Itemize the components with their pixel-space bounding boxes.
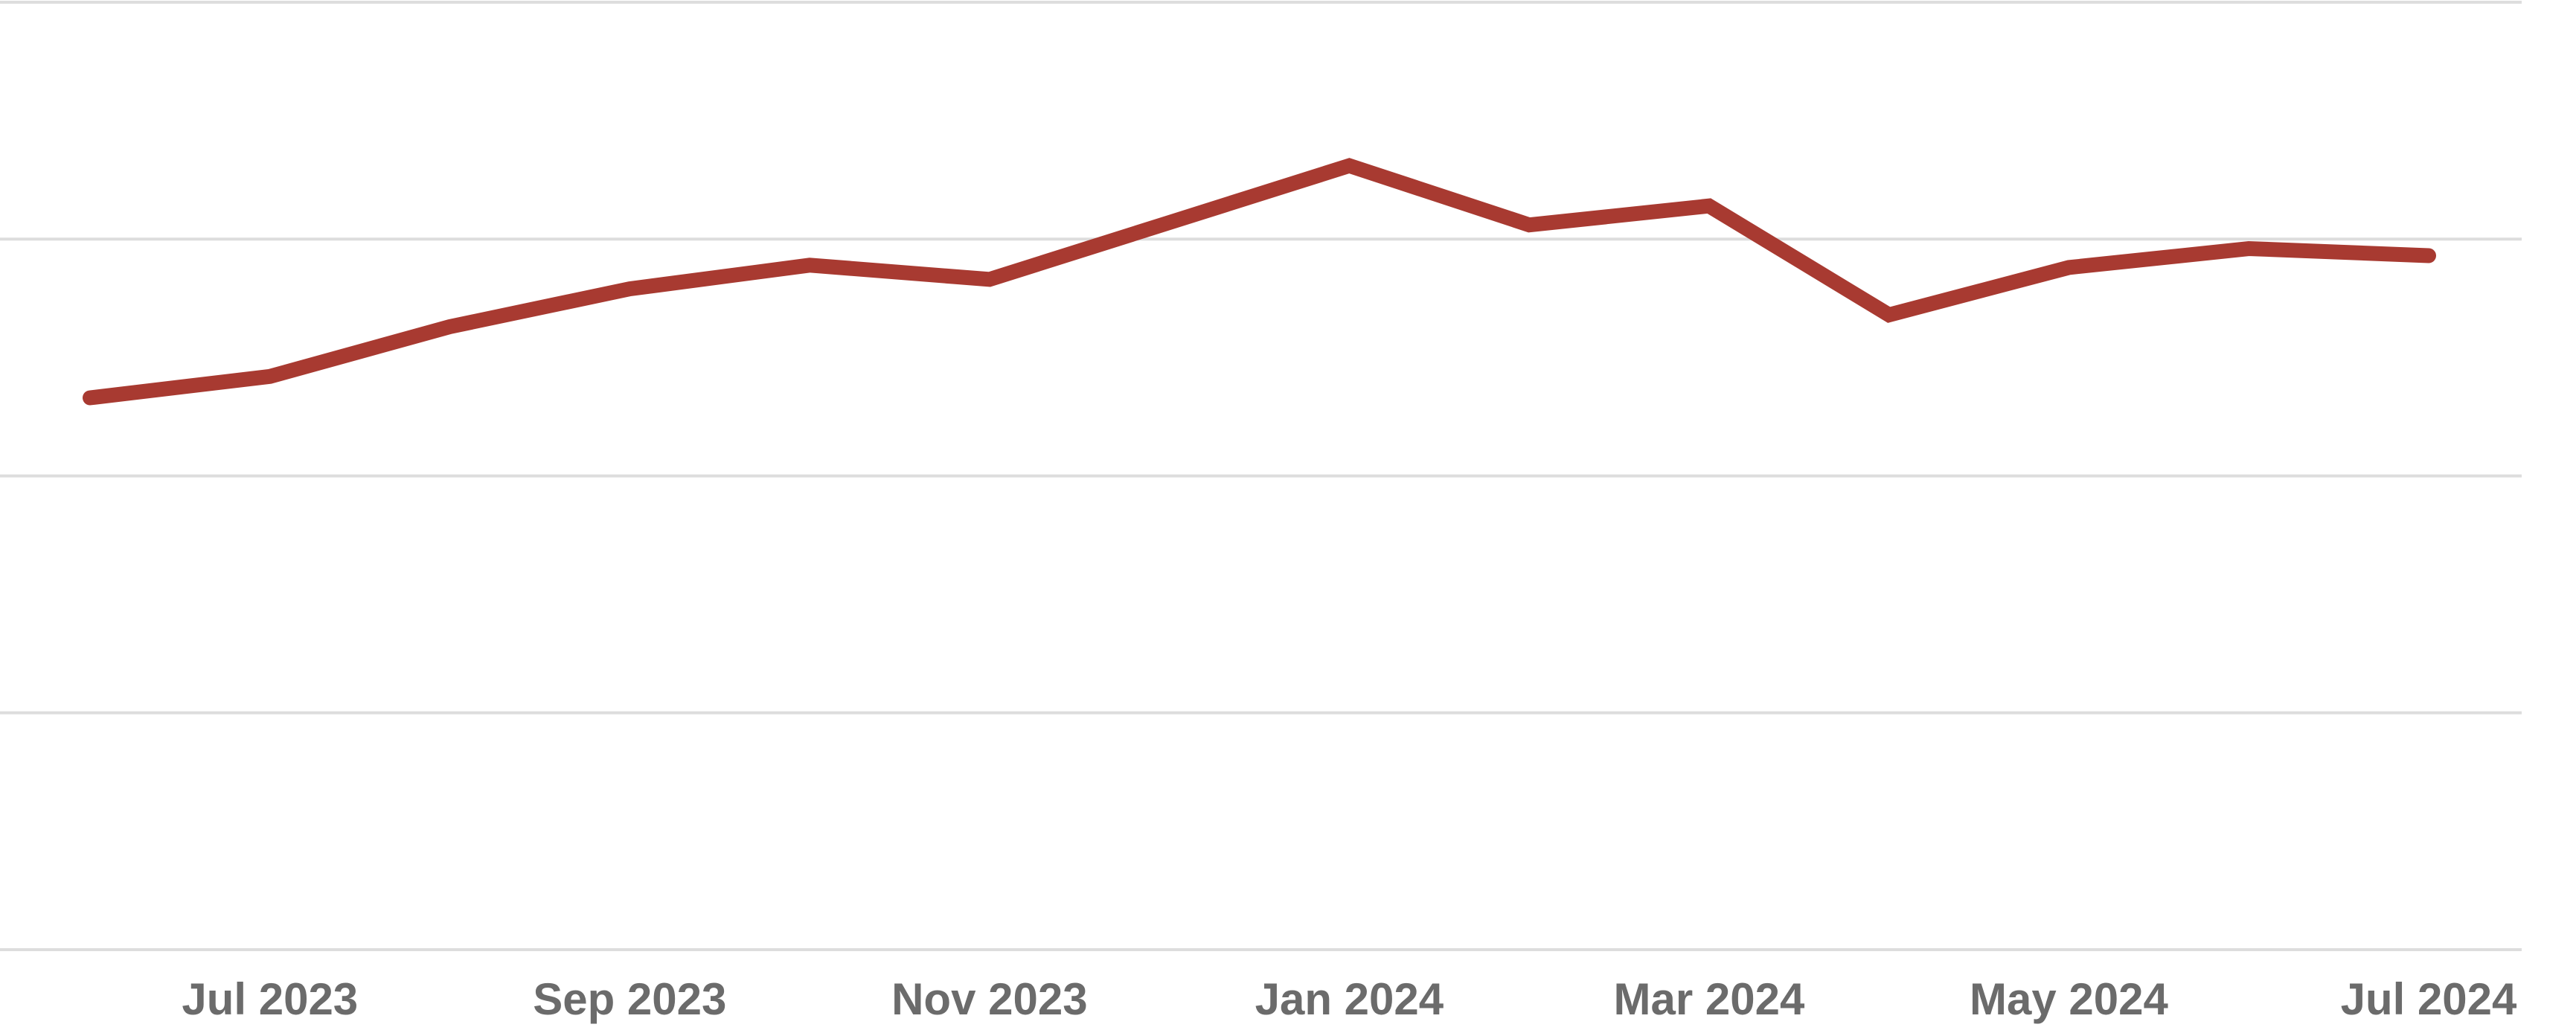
data-line — [83, 158, 2436, 406]
x-tick-label: Jul 2024 — [2341, 974, 2517, 1024]
x-tick-label: May 2024 — [1970, 974, 2168, 1024]
x-tick-label: Mar 2024 — [1613, 974, 1804, 1024]
x-tick-label: Jan 2024 — [1255, 974, 1444, 1024]
x-tick-label: Sep 2023 — [533, 974, 726, 1024]
x-tick-label: Jul 2023 — [182, 974, 358, 1024]
x-tick-label: Nov 2023 — [891, 974, 1088, 1024]
